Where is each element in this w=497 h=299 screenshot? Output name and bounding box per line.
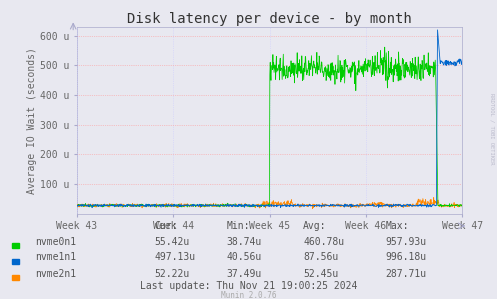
Text: 52.45u: 52.45u	[303, 269, 338, 279]
Text: 38.74u: 38.74u	[226, 237, 261, 247]
Text: 996.18u: 996.18u	[385, 252, 426, 263]
Text: Cur:: Cur:	[154, 221, 177, 231]
Text: 957.93u: 957.93u	[385, 237, 426, 247]
Text: 52.22u: 52.22u	[154, 269, 189, 279]
Text: nvme1n1: nvme1n1	[35, 252, 76, 263]
Text: nvme0n1: nvme0n1	[35, 237, 76, 247]
Text: 37.49u: 37.49u	[226, 269, 261, 279]
Text: Max:: Max:	[385, 221, 409, 231]
Text: 40.56u: 40.56u	[226, 252, 261, 263]
Text: nvme2n1: nvme2n1	[35, 269, 76, 279]
Text: 287.71u: 287.71u	[385, 269, 426, 279]
Text: RRDTOOL / TOBI OETIKER: RRDTOOL / TOBI OETIKER	[490, 93, 495, 164]
Text: Min:: Min:	[226, 221, 249, 231]
Text: Avg:: Avg:	[303, 221, 327, 231]
Text: 460.78u: 460.78u	[303, 237, 344, 247]
Title: Disk latency per device - by month: Disk latency per device - by month	[127, 12, 412, 26]
Text: Munin 2.0.76: Munin 2.0.76	[221, 292, 276, 299]
Text: 55.42u: 55.42u	[154, 237, 189, 247]
Text: 497.13u: 497.13u	[154, 252, 195, 263]
Text: 87.56u: 87.56u	[303, 252, 338, 263]
Y-axis label: Average IO Wait (seconds): Average IO Wait (seconds)	[27, 47, 37, 194]
Text: Last update: Thu Nov 21 19:00:25 2024: Last update: Thu Nov 21 19:00:25 2024	[140, 281, 357, 292]
